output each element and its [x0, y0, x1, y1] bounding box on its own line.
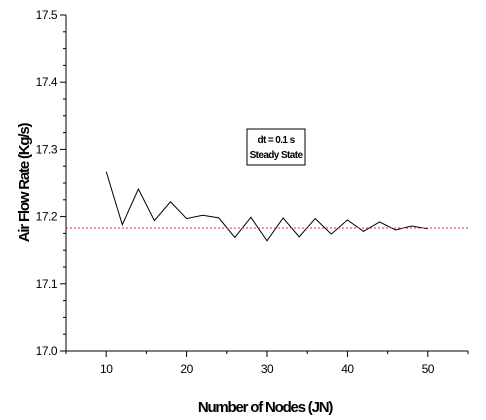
y-tick-label: 17.4 [36, 75, 58, 89]
legend-line-1: dt = 0.1 s [257, 135, 295, 146]
y-ticks: 17.0 17.1 17.2 17.3 17.4 17.5 [36, 8, 66, 358]
x-tick-label: 40 [341, 362, 354, 376]
air-flow-rate-line [105, 171, 428, 242]
y-tick-label: 17.3 [36, 142, 58, 156]
legend-frame [246, 128, 306, 166]
plot-lines [66, 171, 468, 242]
x-axis-title: Number of Nodes (JN) [198, 399, 334, 416]
x-tick-label: 30 [261, 362, 274, 376]
legend-line-2: Steady State [250, 150, 304, 161]
x-tick-label: 20 [180, 362, 193, 376]
legend-box: dt = 0.1 s Steady State [246, 128, 306, 166]
y-axis-title: Air Flow Rate (Kg/s) [16, 123, 33, 243]
axes [65, 15, 468, 352]
y-tick-label: 17.2 [36, 210, 58, 224]
x-tick-label: 50 [422, 362, 435, 376]
y-tick-label: 17.5 [36, 8, 58, 22]
x-ticks: 10 20 30 40 50 [65, 351, 469, 376]
y-tick-label: 17.0 [36, 344, 58, 358]
x-tick-label: 10 [100, 362, 113, 376]
y-tick-label: 17.1 [36, 277, 58, 291]
